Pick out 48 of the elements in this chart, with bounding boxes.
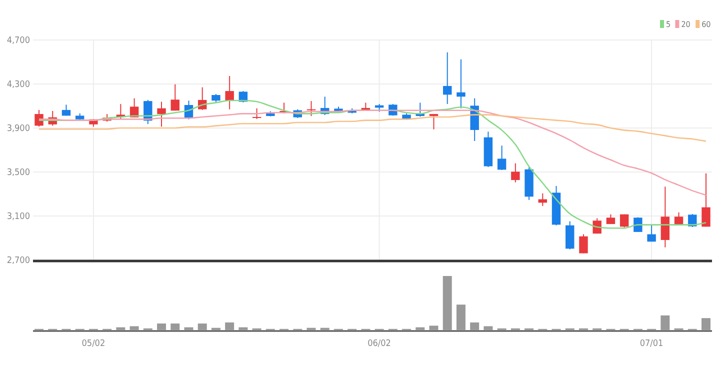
bar xyxy=(238,327,248,330)
candlestick xyxy=(306,100,316,117)
x-tick-label: 06/02 xyxy=(368,339,391,349)
candlestick xyxy=(130,98,139,118)
candlestick xyxy=(429,114,438,130)
bar xyxy=(429,326,438,330)
bar xyxy=(225,322,234,330)
line-series xyxy=(38,114,707,142)
y-tick-label: 2,700 xyxy=(6,256,30,266)
candlestick xyxy=(34,109,44,128)
candlestick xyxy=(170,84,180,112)
candlestick xyxy=(252,108,262,120)
candlestick xyxy=(225,75,234,110)
candlestick xyxy=(497,145,506,171)
candlestick xyxy=(443,52,452,105)
candlestick xyxy=(157,101,166,128)
x-tick-label: 07/01 xyxy=(640,339,664,349)
bar xyxy=(130,326,139,330)
candlestick xyxy=(566,220,574,250)
candlestick xyxy=(456,58,466,109)
legend-label: 60 xyxy=(702,20,712,29)
legend-label: 20 xyxy=(681,20,691,29)
bar xyxy=(484,326,493,330)
candlestick xyxy=(579,234,588,254)
bar xyxy=(170,324,180,330)
candlestick xyxy=(620,214,629,228)
candlestick xyxy=(674,212,684,226)
y-tick-label: 4,700 xyxy=(6,36,30,46)
y-tick-label: 3,500 xyxy=(6,168,30,178)
candlestick xyxy=(647,224,656,242)
candlestick xyxy=(702,172,710,228)
candlestick xyxy=(511,162,520,183)
x-tick-label: 05/02 xyxy=(82,339,106,349)
bar xyxy=(470,322,480,330)
legend-label: 5 xyxy=(666,20,671,29)
y-tick-label: 3,100 xyxy=(6,212,30,222)
candlestick xyxy=(660,186,670,248)
bar xyxy=(116,327,126,330)
y-tick-label: 3,900 xyxy=(6,124,30,134)
y-tick-label: 4,300 xyxy=(6,80,30,90)
bar xyxy=(702,318,710,330)
bar xyxy=(157,324,166,330)
bar xyxy=(442,276,452,330)
bar xyxy=(184,327,194,330)
bar xyxy=(416,327,425,330)
bar xyxy=(660,315,670,330)
bar xyxy=(198,324,207,330)
bar xyxy=(456,304,466,330)
